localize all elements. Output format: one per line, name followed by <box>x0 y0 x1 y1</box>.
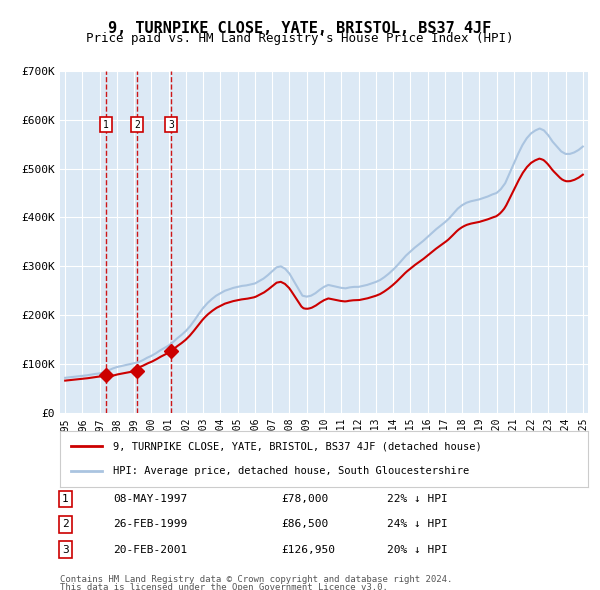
Text: 20-FEB-2001: 20-FEB-2001 <box>113 545 187 555</box>
Text: 1: 1 <box>103 120 109 130</box>
Text: 22% ↓ HPI: 22% ↓ HPI <box>388 494 448 504</box>
Text: Price paid vs. HM Land Registry's House Price Index (HPI): Price paid vs. HM Land Registry's House … <box>86 32 514 45</box>
Text: £86,500: £86,500 <box>282 519 329 529</box>
Text: 3: 3 <box>62 545 68 555</box>
Text: 1: 1 <box>62 494 68 504</box>
Text: 2: 2 <box>62 519 68 529</box>
Text: 26-FEB-1999: 26-FEB-1999 <box>113 519 187 529</box>
Text: £78,000: £78,000 <box>282 494 329 504</box>
Text: 9, TURNPIKE CLOSE, YATE, BRISTOL, BS37 4JF (detached house): 9, TURNPIKE CLOSE, YATE, BRISTOL, BS37 4… <box>113 441 482 451</box>
Text: 20% ↓ HPI: 20% ↓ HPI <box>388 545 448 555</box>
Text: 08-MAY-1997: 08-MAY-1997 <box>113 494 187 504</box>
Text: This data is licensed under the Open Government Licence v3.0.: This data is licensed under the Open Gov… <box>60 583 388 590</box>
Text: £126,950: £126,950 <box>282 545 336 555</box>
Text: 9, TURNPIKE CLOSE, YATE, BRISTOL, BS37 4JF: 9, TURNPIKE CLOSE, YATE, BRISTOL, BS37 4… <box>109 21 491 35</box>
Text: 3: 3 <box>168 120 174 130</box>
Text: Contains HM Land Registry data © Crown copyright and database right 2024.: Contains HM Land Registry data © Crown c… <box>60 575 452 584</box>
Text: HPI: Average price, detached house, South Gloucestershire: HPI: Average price, detached house, Sout… <box>113 466 469 476</box>
Text: 24% ↓ HPI: 24% ↓ HPI <box>388 519 448 529</box>
Text: 2: 2 <box>134 120 140 130</box>
